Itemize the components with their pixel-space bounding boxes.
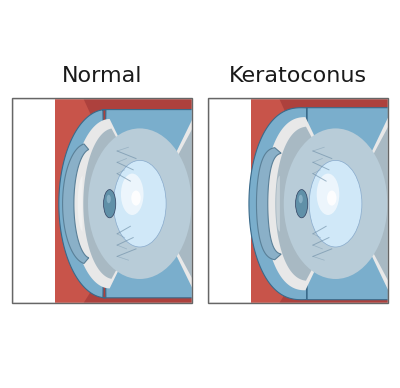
Polygon shape (275, 126, 388, 281)
Ellipse shape (284, 128, 387, 279)
Ellipse shape (131, 191, 141, 206)
Ellipse shape (88, 128, 192, 279)
Title: Normal: Normal (62, 66, 142, 87)
Ellipse shape (317, 173, 339, 215)
Title: Keratoconus: Keratoconus (229, 66, 367, 87)
Polygon shape (59, 109, 192, 298)
Polygon shape (72, 119, 192, 288)
FancyBboxPatch shape (12, 98, 192, 303)
Polygon shape (256, 148, 281, 260)
Polygon shape (83, 260, 192, 303)
FancyBboxPatch shape (208, 98, 388, 303)
Polygon shape (276, 176, 280, 232)
Polygon shape (249, 108, 388, 300)
Polygon shape (78, 176, 82, 232)
Polygon shape (83, 128, 192, 279)
Ellipse shape (104, 190, 116, 218)
Polygon shape (279, 98, 388, 147)
Ellipse shape (299, 195, 303, 203)
Ellipse shape (114, 160, 166, 247)
Polygon shape (264, 117, 388, 290)
Ellipse shape (327, 191, 336, 206)
Polygon shape (62, 144, 89, 263)
Ellipse shape (296, 190, 308, 218)
Ellipse shape (121, 173, 144, 215)
Polygon shape (279, 260, 388, 303)
Ellipse shape (309, 160, 362, 247)
Polygon shape (83, 98, 192, 147)
Polygon shape (55, 98, 192, 303)
Polygon shape (251, 98, 388, 303)
Ellipse shape (107, 195, 111, 203)
